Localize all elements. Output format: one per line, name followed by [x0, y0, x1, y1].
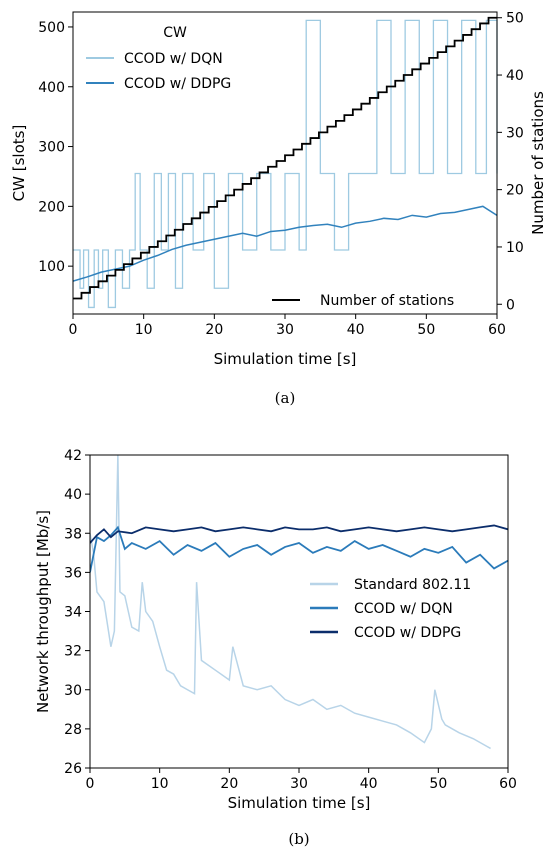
- chart-b: 0 10 20 30 40 50 60 26 28 30 32 34 36 38 40 42 Simulatio…: [34, 448, 517, 848]
- x-tick-label: 10: [135, 322, 153, 338]
- legend-label-ddpg: CCOD w/ DDPG: [354, 625, 461, 641]
- y-tick-label: 38: [64, 526, 82, 542]
- y-tick-label: 400: [38, 80, 65, 96]
- x-tick-label: 40: [360, 776, 378, 792]
- y-axis-title: CW [slots]: [10, 125, 28, 202]
- x-axis-title: Simulation time [s]: [228, 794, 371, 812]
- y-tick-label: 500: [38, 20, 65, 36]
- series-line-ddpg: [90, 524, 508, 544]
- y-tick-label: 30: [64, 683, 82, 699]
- legend-title: CW: [163, 25, 187, 41]
- y-tick-label: 42: [64, 448, 82, 464]
- y-tick-label: 26: [64, 761, 82, 777]
- y2-tick-label: 20: [506, 183, 524, 199]
- caption-b: (b): [288, 830, 309, 848]
- y2-axis-title: Number of stations: [529, 91, 547, 235]
- x-tick-label: 60: [488, 322, 506, 338]
- y2-tick-label: 10: [506, 240, 524, 256]
- x-axis-title: Simulation time [s]: [214, 350, 357, 368]
- x-tick-label: 20: [220, 776, 238, 792]
- x-tick-label: 0: [86, 776, 95, 792]
- y-tick-label: 32: [64, 644, 82, 660]
- legend-label-ddpg: CCOD w/ DDPG: [124, 76, 231, 92]
- x-tick-label: 50: [417, 322, 435, 338]
- caption-a: (a): [275, 389, 296, 407]
- plot-area: [90, 455, 508, 750]
- legend-label-standard: Standard 802.11: [354, 577, 471, 593]
- series-line-ddpg: [72, 205, 498, 282]
- x-tick-label: 20: [205, 322, 223, 338]
- x-tick-label: 0: [69, 322, 78, 338]
- y2-tick-label: 40: [506, 68, 524, 84]
- y-tick-label: 34: [64, 605, 82, 621]
- y-tick-label: 40: [64, 487, 82, 503]
- x-tick-label: 40: [347, 322, 365, 338]
- y2-tick-label: 0: [506, 297, 515, 313]
- series-line-dqn: [90, 525, 508, 573]
- series-line-dqn: [73, 19, 498, 309]
- legend-label-dqn: CCOD w/ DQN: [354, 601, 453, 617]
- y2-tick-label: 30: [506, 125, 524, 141]
- x-tick-label: 30: [276, 322, 294, 338]
- x-tick-label: 50: [429, 776, 447, 792]
- y-tick-label: 36: [64, 565, 82, 581]
- y-tick-label: 200: [38, 199, 65, 215]
- x-tick-label: 30: [290, 776, 308, 792]
- chart-a: 0 10 20 30 40 50 60 100 200 300 400 500 0 10 20 30 40 50 S…: [10, 11, 547, 407]
- x-tick-label: 10: [151, 776, 169, 792]
- y-tick-label: 28: [64, 722, 82, 738]
- legend-label-stations: Number of stations: [320, 293, 454, 309]
- x-tick-label: 60: [499, 776, 517, 792]
- y-tick-label: 300: [38, 140, 65, 156]
- series-line-standard: [90, 455, 491, 750]
- y-tick-label: 100: [38, 259, 65, 275]
- legend-label-dqn: CCOD w/ DQN: [124, 51, 223, 67]
- series-line-stations: [73, 16, 497, 300]
- y-axis-title: Network throughput [Mb/s]: [34, 510, 52, 713]
- y2-tick-label: 50: [506, 11, 524, 27]
